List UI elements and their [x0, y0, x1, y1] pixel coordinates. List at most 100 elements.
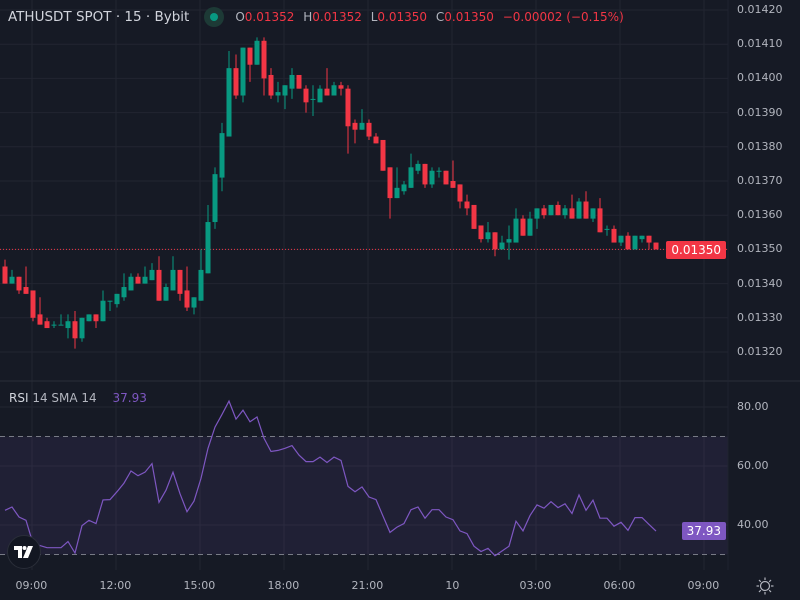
candle[interactable]	[373, 133, 379, 144]
candle[interactable]	[492, 232, 498, 257]
candle[interactable]	[135, 273, 141, 284]
green-dot-icon[interactable]	[204, 7, 225, 27]
candle[interactable]	[394, 167, 400, 199]
candle[interactable]	[436, 167, 442, 178]
candle[interactable]	[471, 204, 477, 229]
candle[interactable]	[597, 198, 603, 233]
candle[interactable]	[149, 263, 155, 281]
candle[interactable]	[177, 269, 183, 301]
candle[interactable]	[254, 37, 260, 65]
candle[interactable]	[51, 321, 57, 329]
candle[interactable]	[58, 314, 64, 326]
candle[interactable]	[590, 208, 596, 223]
candle[interactable]	[191, 297, 197, 315]
candle[interactable]	[310, 85, 316, 117]
candle[interactable]	[506, 225, 512, 260]
candle[interactable]	[548, 204, 554, 216]
candle[interactable]	[653, 242, 659, 250]
candle[interactable]	[415, 160, 421, 175]
candle[interactable]	[114, 293, 120, 308]
candle[interactable]	[170, 256, 176, 291]
candle[interactable]	[513, 208, 519, 243]
candle[interactable]	[478, 225, 484, 243]
candle[interactable]	[261, 37, 267, 96]
candle[interactable]	[23, 266, 29, 294]
candle[interactable]	[247, 47, 253, 82]
candle[interactable]	[576, 198, 582, 219]
candle[interactable]	[324, 68, 330, 96]
candle[interactable]	[541, 204, 547, 219]
candle[interactable]	[499, 235, 505, 250]
candle[interactable]	[443, 170, 449, 185]
candle[interactable]	[65, 314, 71, 339]
candle[interactable]	[387, 167, 393, 219]
candle[interactable]	[380, 139, 386, 171]
symbol-title[interactable]: ATHUSDT SPOT · 15 · Bybit	[8, 9, 190, 25]
candle[interactable]	[345, 85, 351, 154]
candle[interactable]	[408, 153, 414, 188]
candle[interactable]	[100, 290, 106, 322]
candle[interactable]	[86, 314, 92, 322]
candle[interactable]	[625, 232, 631, 250]
candle[interactable]	[562, 204, 568, 219]
candle[interactable]	[583, 191, 589, 219]
candle[interactable]	[485, 222, 491, 243]
candle[interactable]	[401, 181, 407, 195]
candle[interactable]	[464, 194, 470, 216]
candle[interactable]	[198, 249, 204, 301]
candle[interactable]	[16, 276, 22, 294]
candle[interactable]	[289, 68, 295, 99]
candle[interactable]	[9, 269, 15, 284]
candle[interactable]	[422, 163, 428, 188]
candle[interactable]	[296, 74, 302, 89]
candle[interactable]	[226, 51, 232, 137]
candle[interactable]	[338, 81, 344, 96]
candle[interactable]	[429, 167, 435, 188]
candle[interactable]	[639, 235, 645, 243]
candle[interactable]	[317, 85, 323, 103]
candle[interactable]	[527, 211, 533, 236]
tradingview-logo-icon[interactable]	[7, 535, 41, 569]
candle[interactable]	[219, 122, 225, 192]
candle[interactable]	[184, 266, 190, 311]
candle[interactable]	[569, 194, 575, 219]
candle[interactable]	[72, 310, 78, 349]
candle[interactable]	[646, 235, 652, 250]
candle[interactable]	[233, 54, 239, 99]
candle[interactable]	[366, 119, 372, 140]
candle[interactable]	[240, 47, 246, 103]
candle[interactable]	[121, 273, 127, 301]
candle[interactable]	[450, 160, 456, 188]
candle[interactable]	[205, 204, 211, 274]
candle[interactable]	[555, 201, 561, 216]
candle[interactable]	[352, 119, 358, 144]
candle[interactable]	[268, 68, 274, 99]
candle[interactable]	[359, 109, 365, 130]
candle[interactable]	[520, 215, 526, 236]
candle[interactable]	[303, 85, 309, 113]
candle[interactable]	[30, 290, 36, 322]
candle[interactable]	[604, 225, 610, 236]
candle[interactable]	[2, 259, 8, 284]
candle[interactable]	[457, 184, 463, 209]
candle[interactable]	[212, 167, 218, 229]
candle[interactable]	[44, 317, 50, 329]
rsi-legend[interactable]: RSI 14 SMA 14 37.93	[9, 391, 147, 405]
candle[interactable]	[37, 297, 43, 325]
candle[interactable]	[282, 85, 288, 110]
gear-icon[interactable]	[755, 576, 775, 596]
candle[interactable]	[142, 266, 148, 284]
candle[interactable]	[275, 81, 281, 103]
candle[interactable]	[156, 256, 162, 301]
candle[interactable]	[79, 317, 85, 342]
candle[interactable]	[632, 235, 638, 250]
candle[interactable]	[534, 208, 540, 229]
candle[interactable]	[611, 225, 617, 243]
candle[interactable]	[93, 314, 99, 329]
candle[interactable]	[331, 81, 337, 96]
candle[interactable]	[128, 273, 134, 291]
candle[interactable]	[618, 235, 624, 246]
candle[interactable]	[107, 300, 113, 311]
candle[interactable]	[163, 283, 169, 301]
